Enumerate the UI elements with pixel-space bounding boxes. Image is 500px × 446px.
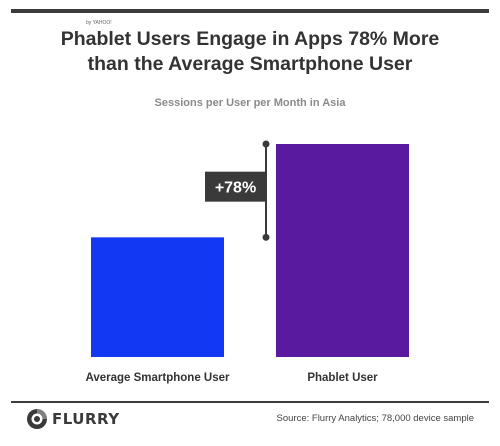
bracket-end-1: [262, 140, 270, 148]
annotation-label: +78%: [215, 180, 256, 197]
logo-text: FLURRY: [52, 410, 120, 428]
chart-subtitle: Sessions per User per Month in Asia: [154, 97, 346, 109]
annotation-box: [205, 171, 266, 202]
category-label-2: Phablet User: [307, 372, 378, 384]
top-rule: [11, 9, 489, 13]
flurry-logo-icon: [27, 409, 47, 429]
source-note: Source: Flurry Analytics; 78,000 device …: [276, 413, 474, 424]
logo-subtext: by YAHOO!: [86, 20, 112, 26]
chart-title-line-1: Phablet Users Engage in Apps 78% More: [60, 28, 440, 50]
bar-1: [91, 237, 224, 357]
bottom-rule: [11, 401, 489, 403]
flurry-logo: FLURRY: [26, 406, 120, 432]
bracket-end-2: [262, 233, 270, 241]
bar-2: [276, 144, 409, 357]
chart-title-line-2: than the Average Smartphone User: [87, 53, 413, 75]
category-label-1: Average Smartphone User: [85, 372, 230, 384]
